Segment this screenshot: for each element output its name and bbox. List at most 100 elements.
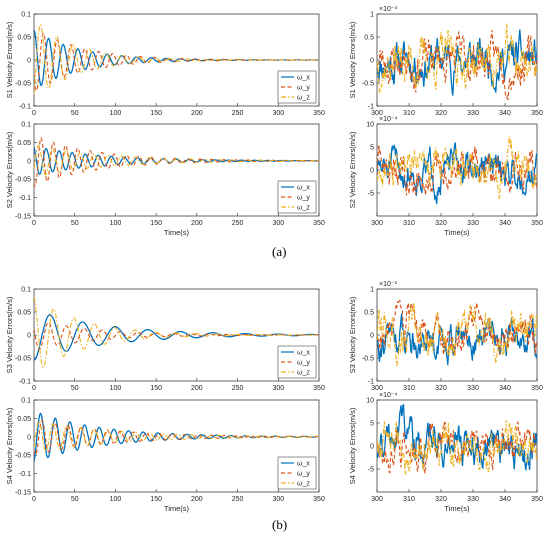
y-tick-label: 0 [370,333,374,340]
x-tick-label: 300 [272,220,284,227]
x-tick-label: 250 [232,385,244,392]
y-axis-label: S2 Velocity Errors(m/s) [348,131,357,208]
x-tick-label: 0 [32,496,36,503]
series-line-z [34,296,319,368]
x-tick-label: 300 [272,110,284,117]
x-tick-label: 310 [403,496,415,503]
legend: ω_x ω_y ω_z [277,456,317,490]
y-tick-label: -0.1 [19,379,31,386]
x-tick-label: 100 [110,220,122,227]
x-tick-label: 250 [232,496,244,503]
y-tick-label: -0.05 [15,81,31,88]
axes-box [33,399,320,493]
chart-S4-zoom: 300 310 320 330 340 350 10 5 0 -5 ×10⁻⁴ S4 Velocity… [348,392,543,513]
x-tick-label: 330 [467,385,479,392]
legend-entry: ω_z [297,205,310,212]
x-tick-label: 340 [499,220,511,227]
series-line-y [377,145,537,196]
x-tick-label: 320 [435,385,447,392]
legend-entry: ω_z [297,481,310,488]
x-tick-label: 340 [499,496,511,503]
legend: ω_x ω_y ω_z [277,345,317,379]
x-tick-label: 330 [467,496,479,503]
series-line-z [377,302,537,367]
x-tick-label: 350 [531,220,543,227]
x-tick-label: 300 [371,385,383,392]
legend-entry: ω_x [297,350,310,357]
x-tick-label: 150 [150,110,162,117]
series-line-x [377,29,537,96]
series-line-z [377,23,537,94]
y-tick-label: -1 [368,379,374,386]
y-tick-label: -1 [368,104,374,111]
chart-S3-full: 0 50 100 150 200 250 300 350 0.1 0.05 0 -0.05 -0.1 S3… [5,287,325,393]
x-tick-label: 310 [403,385,415,392]
x-tick-label: 0 [32,110,36,117]
series-line-z [377,135,537,200]
x-tick-label: 340 [499,110,511,117]
legend: ω_x ω_y ω_z [277,180,317,214]
series-line-y [34,419,319,456]
legend-entry: ω_y [297,360,310,367]
x-tick-label: 350 [313,110,325,117]
y-tick-label: -0.15 [15,490,31,497]
x-tick-label: 150 [150,220,162,227]
caption-b: (b) [272,517,288,532]
y-tick-label: 0 [370,58,374,65]
chart-S3-zoom: 300 310 320 330 340 350 1 0.5 0 -0.5 -1 ×10⁻³ S3 Vel… [348,281,543,392]
x-tick-label: 310 [403,110,415,117]
x-tick-label: 50 [71,385,79,392]
y-tick-label: 0.5 [364,35,374,42]
x-tick-label: 50 [71,496,79,503]
chart-S2-zoom: 300 310 320 330 340 350 10 5 0 -5 ×10⁻⁴ S2 Velocity… [348,116,543,237]
x-tick-label: 100 [110,496,122,503]
y-tick-label: -5 [368,191,374,198]
chart-S2-full: 0 50 100 150 200 250 300 350 0.1 0.05 0 -0.05 -0.1 -0… [5,122,325,238]
y-tick-label: 0.05 [17,140,31,147]
x-tick-label: 310 [403,220,415,227]
series-line-z [34,420,319,452]
x-tick-label: 350 [313,220,325,227]
y-tick-label: 10 [366,398,374,405]
x-tick-label: 350 [531,110,543,117]
axes-box [33,123,320,217]
y-axis-label: S2 Velocity Errors(m/s) [5,131,14,208]
y-tick-label: -0.05 [15,356,31,363]
x-tick-label: 350 [531,385,543,392]
x-tick-label: 200 [191,110,203,117]
y-tick-label: 0 [370,168,374,175]
y-exponent-label: ×10⁻⁴ [379,392,398,399]
legend-entry: ω_z [297,95,310,102]
y-tick-label: -0.15 [15,214,31,221]
x-tick-label: 320 [435,496,447,503]
y-tick-label: -0.5 [362,81,374,88]
x-axis-label: Time(s) [444,228,470,237]
series-line-y [34,321,319,351]
x-tick-label: 300 [371,220,383,227]
chart-S1-full: 0 50 100 150 200 250 300 350 0.1 0.05 0 -0.05 -0.1 S1… [5,12,325,118]
x-tick-label: 100 [110,110,122,117]
y-tick-label: 0.1 [21,12,31,19]
legend-entry: ω_y [297,85,310,92]
y-tick-label: 0.1 [21,398,31,405]
y-tick-label: -0.1 [19,471,31,478]
x-tick-label: 330 [467,220,479,227]
series-line-z [377,420,537,475]
y-exponent-label: ×10⁻³ [379,6,398,13]
x-axis-label: Time(s) [164,504,190,513]
x-tick-label: 200 [191,496,203,503]
x-tick-label: 300 [371,496,383,503]
legend-entry: ω_y [297,471,310,478]
y-tick-label: 5 [370,145,374,152]
x-tick-label: 300 [371,110,383,117]
y-exponent-label: ×10⁻³ [379,281,398,288]
x-tick-label: 300 [272,385,284,392]
series-line-z [34,144,319,176]
y-axis-label: S3 Velocity Errors(m/s) [5,296,14,373]
legend-entry: ω_y [297,195,310,202]
series-line-x [34,412,319,462]
series-line-z [34,23,319,95]
x-tick-label: 320 [435,110,447,117]
x-tick-label: 320 [435,220,447,227]
